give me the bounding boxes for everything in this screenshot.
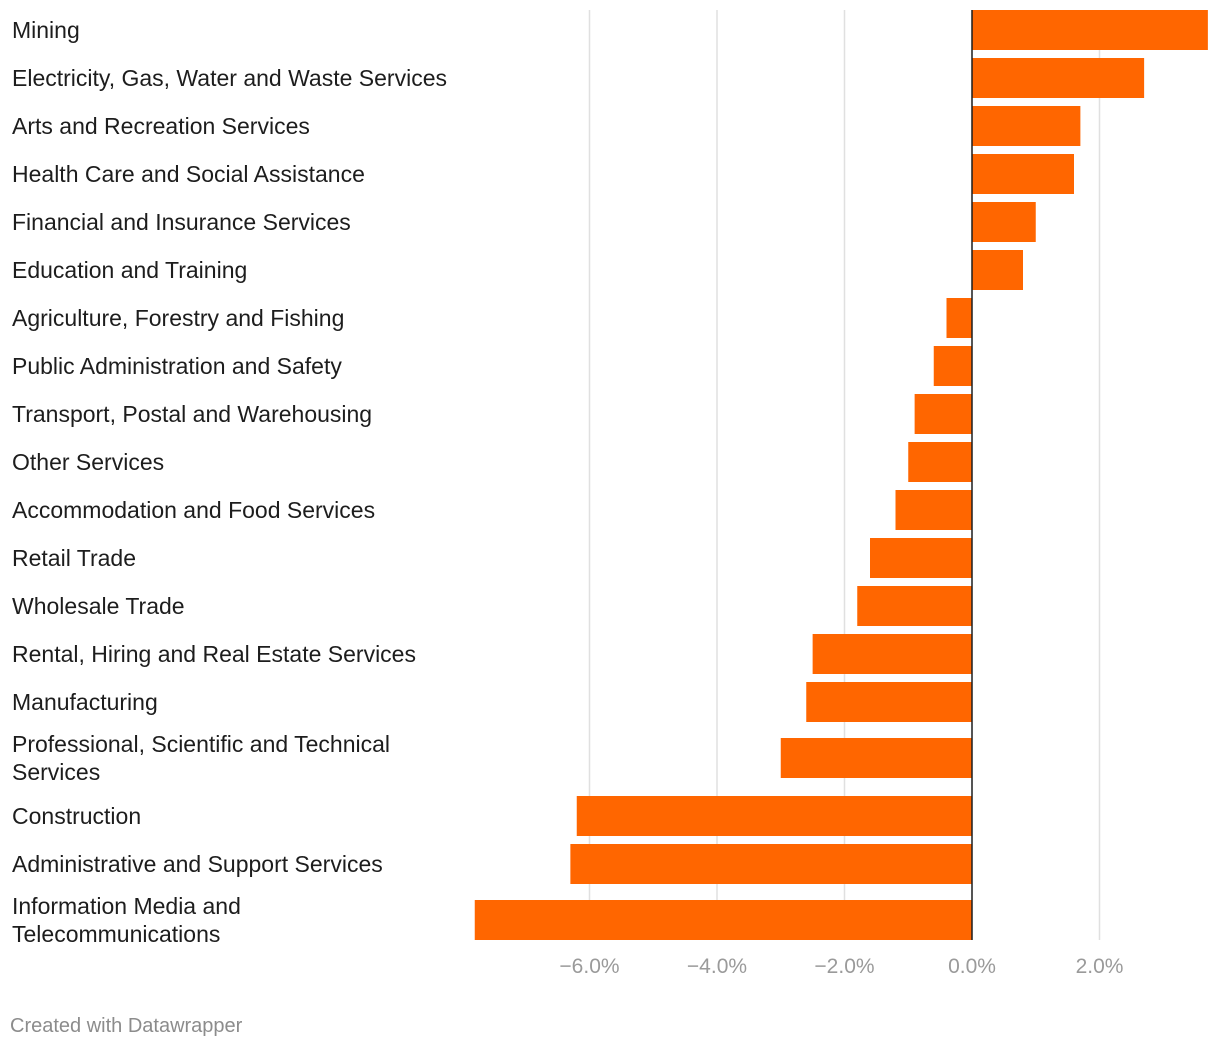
gridlines — [588, 10, 1101, 940]
bar — [870, 538, 972, 578]
bar — [806, 682, 972, 722]
category-label: Retail Trade — [12, 545, 136, 571]
bar — [933, 346, 972, 386]
category-label: Construction — [12, 803, 141, 829]
datawrapper-credit: Created with Datawrapper — [10, 1015, 243, 1037]
category-label: Agriculture, Forestry and Fishing — [12, 305, 344, 331]
x-tick-label: 2.0% — [1076, 955, 1124, 978]
category-label: Education and Training — [12, 257, 247, 283]
x-tick-label: −2.0% — [814, 955, 874, 978]
category-label: Professional, Scientific and Technical Se… — [12, 731, 390, 785]
bar — [972, 154, 1074, 194]
bar — [576, 796, 972, 836]
bar — [474, 900, 972, 940]
category-labels: Mining Electricity, Gas, Water and Waste … — [12, 17, 447, 947]
category-label: Financial and Insurance Services — [12, 209, 351, 235]
category-label: Electricity, Gas, Water and Waste Servic… — [12, 65, 447, 91]
category-label: Accommodation and Food Services — [12, 497, 375, 523]
bar — [972, 58, 1145, 98]
category-label: Arts and Recreation Services — [12, 113, 310, 139]
x-tick-label: 0.0% — [948, 955, 996, 978]
category-label: Information Media and Telecommunications — [12, 893, 241, 947]
bar — [972, 250, 1023, 290]
category-label: Mining — [12, 17, 80, 43]
category-label: Health Care and Social Assistance — [12, 161, 365, 187]
bar — [914, 394, 972, 434]
category-label: Manufacturing — [12, 689, 158, 715]
bar — [780, 738, 972, 778]
category-label: Public Administration and Safety — [12, 353, 342, 379]
bar — [570, 844, 972, 884]
category-label: Transport, Postal and Warehousing — [12, 401, 372, 427]
bar-chart: Mining Electricity, Gas, Water and Waste … — [12, 10, 1208, 978]
x-tick-label: −4.0% — [687, 955, 747, 978]
bar — [972, 10, 1208, 50]
bar — [857, 586, 972, 626]
category-label: Rental, Hiring and Real Estate Services — [12, 641, 416, 667]
category-label: Administrative and Support Services — [12, 851, 383, 877]
bar — [972, 202, 1036, 242]
x-axis-ticks: −6.0% −4.0% −2.0% 0.0% 2.0% — [559, 955, 1123, 978]
bar — [895, 490, 972, 530]
category-label: Other Services — [12, 449, 164, 475]
bar — [946, 298, 972, 338]
bar — [812, 634, 972, 674]
bars — [474, 10, 1208, 940]
bar — [908, 442, 972, 482]
bar — [972, 106, 1081, 146]
category-label: Wholesale Trade — [12, 593, 185, 619]
x-tick-label: −6.0% — [559, 955, 619, 978]
